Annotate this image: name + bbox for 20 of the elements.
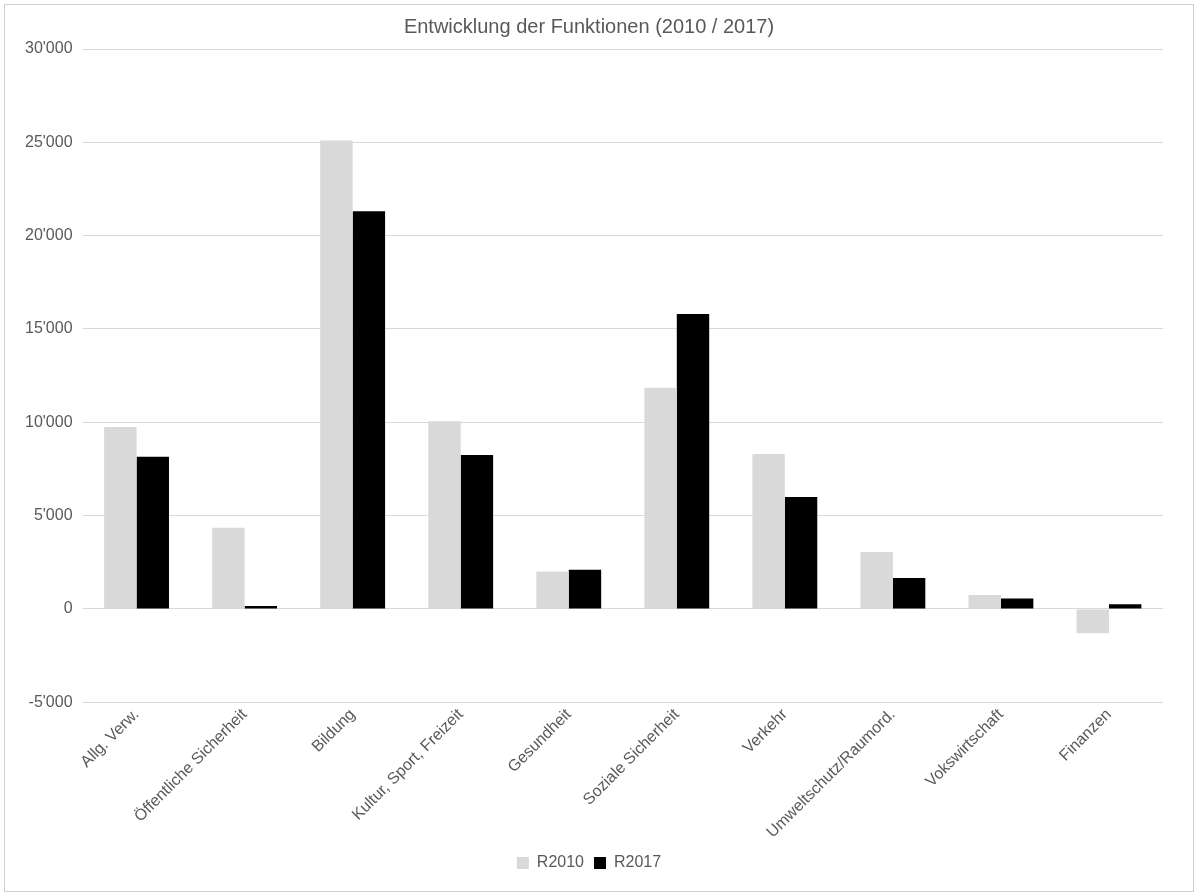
bar bbox=[1000, 598, 1034, 609]
bar bbox=[136, 456, 169, 609]
y-tick-label: -5'000 bbox=[28, 692, 73, 710]
bar bbox=[784, 496, 818, 609]
y-tick-label: 25'000 bbox=[25, 132, 73, 150]
bar bbox=[568, 569, 602, 609]
legend-label: R2010 bbox=[536, 853, 585, 871]
bar bbox=[1108, 604, 1142, 609]
y-tick-label: 0 bbox=[63, 599, 73, 617]
y-tick-label: 30'000 bbox=[25, 39, 73, 57]
bar bbox=[460, 454, 494, 609]
bar bbox=[676, 314, 710, 609]
legend-label: R2017 bbox=[614, 853, 662, 871]
y-tick-label: 20'000 bbox=[25, 226, 73, 244]
y-tick-label: 15'000 bbox=[25, 319, 73, 337]
y-tick-label: 5'000 bbox=[33, 505, 73, 523]
chart-title: Entwicklung der Funktionen (2010 / 2017) bbox=[403, 14, 775, 37]
bar bbox=[892, 578, 926, 609]
y-tick-label: 10'000 bbox=[25, 412, 73, 430]
bar bbox=[352, 211, 386, 609]
